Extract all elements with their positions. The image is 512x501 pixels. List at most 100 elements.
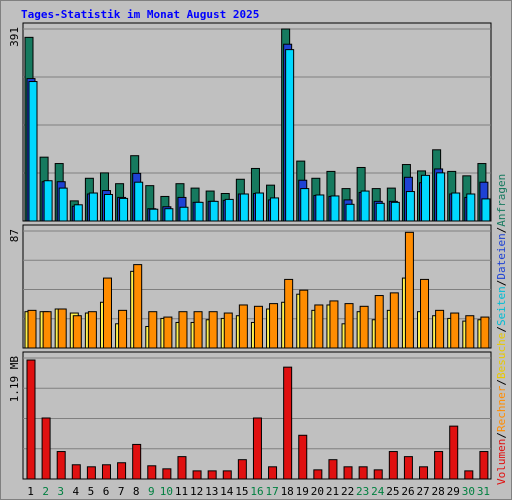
bar-rechner-day-20 — [314, 304, 324, 349]
bar-rechner-day-3 — [57, 308, 67, 349]
bar-rechner-day-18 — [284, 278, 294, 349]
bar-rechner-day-10 — [163, 316, 173, 349]
bar-rechner-day-6 — [102, 277, 112, 349]
day-label-14: 14 — [220, 485, 234, 498]
day-label-3: 3 — [57, 485, 64, 498]
bar-seiten-day-15 — [239, 193, 249, 222]
bar-rechner-day-21 — [329, 300, 339, 349]
legend-item-anfragen: Anfragen — [495, 174, 508, 227]
bar-seiten-day-12 — [194, 201, 204, 222]
legend-item-rechner: Rechner — [495, 385, 508, 432]
day-label-11: 11 — [175, 485, 188, 498]
day-label-19: 19 — [296, 485, 309, 498]
panel-top-max-label: 391 — [8, 27, 21, 47]
day-label-10: 10 — [160, 485, 173, 498]
bar-seiten-day-29 — [451, 192, 461, 222]
bar-volumen-day-9 — [147, 465, 157, 480]
day-label-6: 6 — [103, 485, 110, 498]
bar-seiten-day-4 — [73, 204, 83, 222]
bar-volumen-day-25 — [388, 451, 398, 480]
day-label-29: 29 — [447, 485, 460, 498]
bar-seiten-day-5 — [88, 192, 98, 222]
bar-rechner-day-24 — [374, 295, 384, 349]
day-label-5: 5 — [88, 485, 95, 498]
day-label-25: 25 — [386, 485, 399, 498]
bar-seiten-day-3 — [58, 187, 68, 222]
bar-rechner-day-13 — [208, 311, 218, 349]
day-label-12: 12 — [190, 485, 203, 498]
bar-volumen-day-22 — [343, 466, 353, 480]
day-label-4: 4 — [73, 485, 80, 498]
bar-volumen-day-18 — [283, 366, 293, 480]
bar-volumen-day-31 — [479, 451, 489, 480]
bar-rechner-day-29 — [450, 312, 460, 349]
bar-rechner-day-15 — [238, 304, 248, 349]
bar-volumen-day-6 — [101, 464, 111, 480]
legend-item-volumen: Volumen — [495, 439, 508, 485]
bar-seiten-day-25 — [390, 201, 400, 222]
day-label-9: 9 — [148, 485, 155, 498]
bar-rechner-day-12 — [193, 311, 203, 349]
panel-bottom-max-label: 1.19 MB — [8, 356, 21, 403]
bar-volumen-day-24 — [373, 469, 383, 480]
bar-volumen-day-30 — [464, 470, 474, 480]
panel-middle-max-label: 87 — [8, 229, 21, 242]
bar-rechner-day-11 — [178, 311, 188, 349]
day-label-20: 20 — [311, 485, 324, 498]
day-label-30: 30 — [462, 485, 475, 498]
bar-volumen-day-26 — [403, 456, 413, 480]
bar-seiten-day-18 — [285, 49, 295, 222]
day-label-13: 13 — [205, 485, 218, 498]
day-label-21: 21 — [326, 485, 339, 498]
bar-seiten-day-28 — [436, 172, 446, 222]
bar-rechner-day-19 — [299, 289, 309, 349]
legend-item-seiten: Seiten — [495, 286, 508, 326]
day-label-24: 24 — [371, 485, 385, 498]
bar-seiten-day-17 — [270, 197, 280, 222]
bar-volumen-day-13 — [207, 470, 217, 480]
bar-rechner-day-9 — [148, 311, 158, 349]
bar-seiten-day-6 — [103, 193, 113, 222]
chart-title: Tages-Statistik im Monat August 2025 — [21, 8, 260, 21]
day-label-17: 17 — [265, 485, 278, 498]
day-label-23: 23 — [356, 485, 369, 498]
bar-seiten-day-2 — [43, 180, 53, 222]
day-label-18: 18 — [281, 485, 294, 498]
bar-volumen-day-4 — [71, 464, 81, 480]
day-label-27: 27 — [416, 485, 429, 498]
bar-seiten-day-8 — [134, 181, 144, 222]
bar-volumen-day-27 — [419, 466, 429, 480]
day-label-31: 31 — [477, 485, 490, 498]
bar-volumen-day-3 — [56, 451, 66, 480]
bar-volumen-day-17 — [268, 466, 278, 480]
day-label-1: 1 — [27, 485, 34, 498]
bar-volumen-day-19 — [298, 434, 308, 480]
bar-seiten-day-24 — [375, 202, 385, 222]
legend-separator: / — [495, 432, 508, 439]
bar-seiten-day-21 — [330, 195, 340, 222]
bar-volumen-day-20 — [313, 469, 323, 480]
bar-rechner-day-1 — [27, 309, 37, 349]
legend: Volumen/Rechner/Besuche/Seiten/Dateien/A… — [495, 174, 508, 485]
day-label-15: 15 — [235, 485, 248, 498]
bar-volumen-day-5 — [86, 466, 96, 480]
bar-rechner-day-7 — [118, 309, 128, 349]
bar-volumen-day-8 — [132, 443, 142, 480]
day-label-16: 16 — [250, 485, 263, 498]
legend-separator: / — [495, 227, 508, 234]
bar-seiten-day-14 — [224, 198, 234, 222]
bar-seiten-day-13 — [209, 200, 219, 222]
bar-seiten-day-10 — [164, 208, 174, 222]
bar-volumen-day-16 — [252, 417, 262, 480]
bar-volumen-day-2 — [41, 417, 51, 480]
day-label-28: 28 — [432, 485, 445, 498]
bar-seiten-day-26 — [405, 191, 415, 222]
bar-seiten-day-11 — [179, 206, 189, 222]
bar-rechner-day-31 — [480, 316, 490, 349]
legend-separator: / — [495, 379, 508, 386]
bar-volumen-day-28 — [434, 451, 444, 480]
bar-rechner-day-22 — [344, 303, 354, 349]
bar-volumen-day-11 — [177, 456, 187, 480]
